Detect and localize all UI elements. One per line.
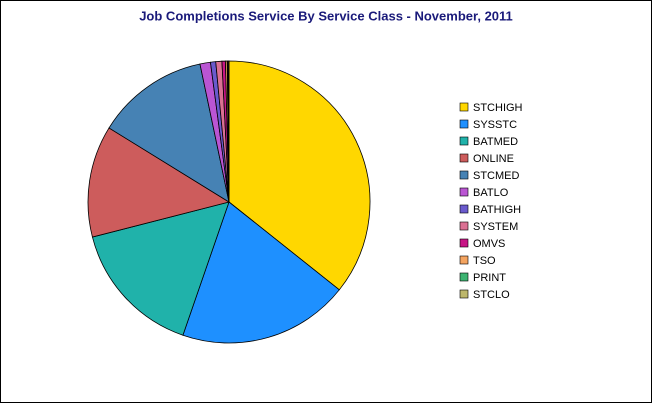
legend-label: SYSSTC [473, 119, 517, 131]
pie-slice [228, 60, 371, 291]
legend-swatch [459, 153, 469, 163]
pie-slice [91, 201, 230, 336]
legend-swatch [459, 289, 469, 299]
legend-swatch [459, 170, 469, 180]
legend-label: OMVS [473, 238, 505, 250]
legend-swatch [459, 136, 469, 146]
legend-swatch [459, 238, 469, 248]
legend-swatch [459, 204, 469, 214]
pie-slice [227, 60, 230, 203]
legend-label: STCLO [473, 289, 510, 301]
legend-swatch [459, 119, 469, 129]
legend-swatch [459, 102, 469, 112]
pie-slice [108, 63, 230, 203]
legend-swatch [459, 272, 469, 282]
legend-label: BATLO [473, 187, 509, 199]
legend-label: PRINT [473, 272, 506, 284]
legend-swatch [459, 255, 469, 265]
chart-title: Job Completions Service By Service Class… [139, 8, 513, 23]
pie-slice [182, 201, 340, 344]
legend-label: STCMED [473, 170, 520, 182]
legend-label: BATHIGH [473, 204, 521, 216]
legend-label: BATMED [473, 136, 518, 148]
pie-slice [87, 127, 231, 238]
legend-label: ONLINE [473, 153, 514, 165]
legend-label: SYSTEM [473, 221, 518, 233]
legend-swatch [459, 221, 469, 231]
legend-label: TSO [473, 255, 496, 267]
legend-label: STCHIGH [473, 102, 523, 114]
legend-swatch [459, 187, 469, 197]
